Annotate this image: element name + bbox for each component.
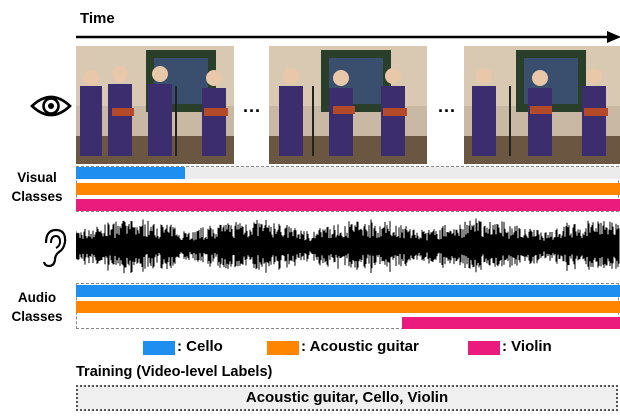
training-labels-box: Acoustic guitar, Cello, Violin (76, 385, 618, 411)
time-arrow-icon (76, 31, 620, 43)
legend-swatch-cello (143, 341, 175, 355)
visual-track-acoustic-guitar (76, 183, 620, 195)
audio-label-line2: Classes (11, 309, 63, 324)
training-title: Training (Video-level Labels) (76, 364, 273, 380)
eye-icon (30, 95, 72, 117)
time-axis-label: Time (80, 10, 115, 27)
audio-track-acoustic-guitar (76, 301, 620, 313)
visual-track-bg-cello (76, 167, 620, 179)
legend-label-violin: : Violin (502, 338, 552, 355)
legend-swatch-violin (468, 341, 500, 355)
visual-label-line1: Visual (17, 170, 57, 185)
audio-track-cello (76, 285, 620, 297)
video-frames: ... ... (76, 46, 620, 164)
visual-track-violin (76, 199, 620, 211)
frame-ellipsis: ... (438, 96, 457, 116)
frame-ellipsis: ... (243, 96, 262, 116)
legend-label-cello: : Cello (177, 338, 223, 355)
visual-classes-label: Visual Classes (0, 168, 74, 206)
audio-classes-label: Audio Classes (0, 288, 74, 326)
audio-track-violin (402, 317, 620, 329)
video-frame-2 (269, 46, 427, 164)
legend-label-acoustic-guitar: : Acoustic guitar (301, 338, 419, 355)
visual-label-line2: Classes (11, 189, 63, 204)
legend-swatch-acoustic-guitar (267, 341, 299, 355)
audio-label-line1: Audio (17, 290, 57, 305)
ear-icon (42, 228, 67, 268)
video-frame-3 (464, 46, 620, 164)
visual-track-cello (76, 167, 185, 179)
audio-waveform (76, 218, 620, 274)
video-frame-1 (76, 46, 234, 164)
